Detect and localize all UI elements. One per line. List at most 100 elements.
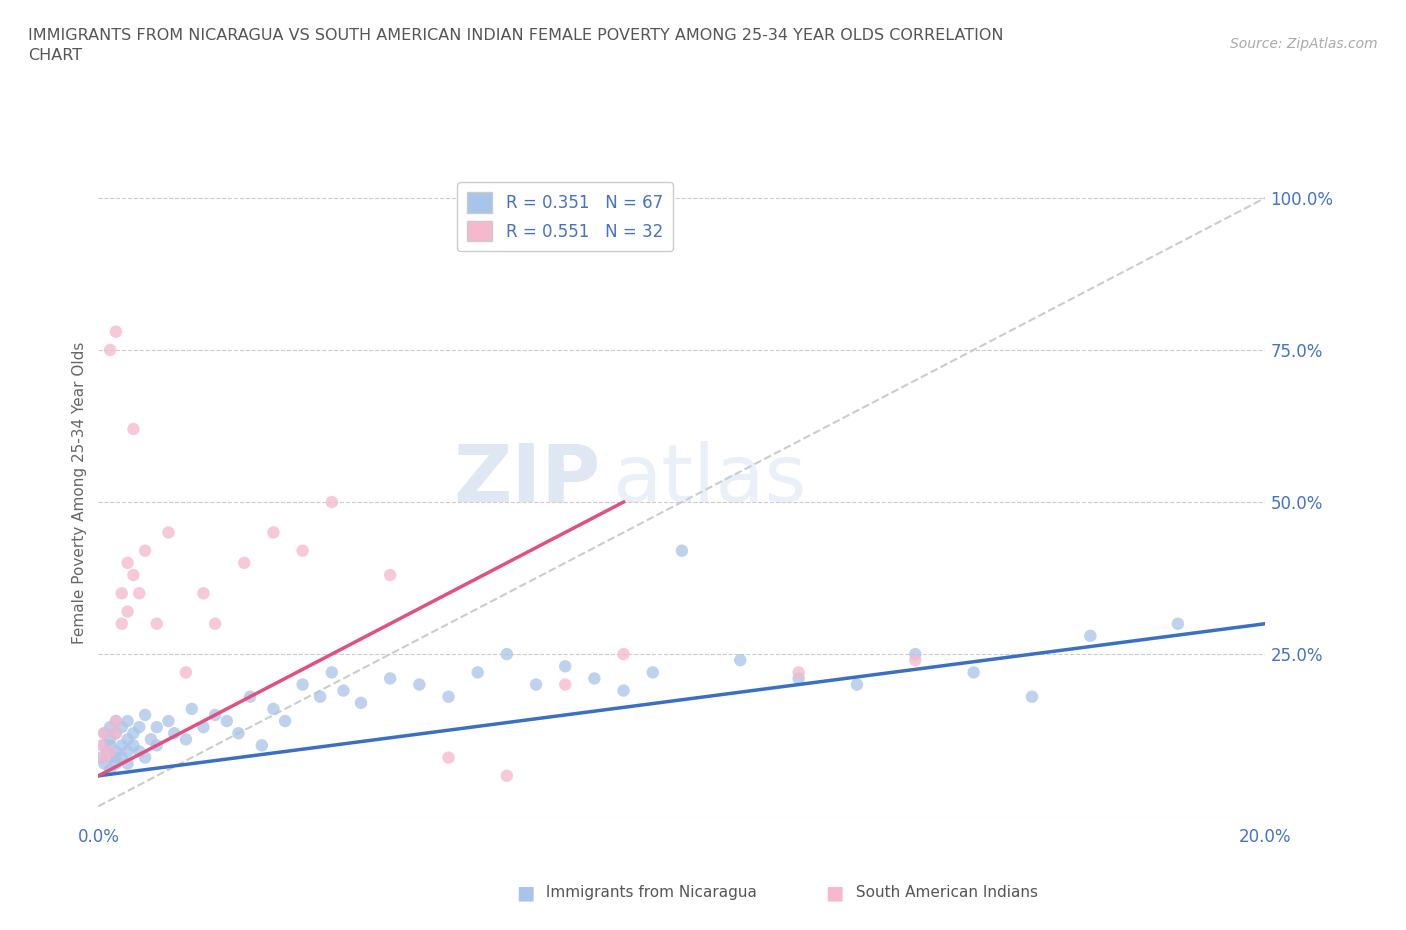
Point <box>193 586 215 601</box>
Text: ■: ■ <box>516 884 534 902</box>
Point <box>117 604 139 619</box>
Point <box>104 725 127 740</box>
Point <box>554 658 576 673</box>
Point <box>117 756 139 771</box>
Point <box>321 665 343 680</box>
Point <box>157 713 180 728</box>
Point <box>111 737 134 752</box>
Text: ■: ■ <box>825 884 844 902</box>
Point <box>93 756 115 771</box>
Y-axis label: Female Poverty Among 25-34 Year Olds: Female Poverty Among 25-34 Year Olds <box>72 341 87 644</box>
Point <box>90 737 112 752</box>
Point <box>496 768 519 783</box>
Point <box>93 751 115 765</box>
Point <box>180 701 202 716</box>
Point <box>98 342 121 357</box>
Point <box>787 671 810 686</box>
Text: ZIP: ZIP <box>453 441 600 519</box>
Point <box>122 567 145 582</box>
Point <box>139 732 162 747</box>
Point <box>380 671 402 686</box>
Point <box>612 646 634 661</box>
Point <box>111 751 134 765</box>
Point <box>554 677 576 692</box>
Point <box>496 646 519 661</box>
Point <box>104 713 127 728</box>
Point <box>128 720 150 735</box>
Point <box>134 751 156 765</box>
Text: IMMIGRANTS FROM NICARAGUA VS SOUTH AMERICAN INDIAN FEMALE POVERTY AMONG 25-34 YE: IMMIGRANTS FROM NICARAGUA VS SOUTH AMERI… <box>28 28 1004 62</box>
Point <box>117 555 139 570</box>
Point <box>174 732 197 747</box>
Point <box>117 732 139 747</box>
Point <box>146 617 169 631</box>
Point <box>93 725 115 740</box>
Point <box>134 708 156 723</box>
Point <box>98 720 121 735</box>
Point <box>104 325 127 339</box>
Point <box>904 653 927 668</box>
Point <box>98 751 121 765</box>
Point <box>467 665 489 680</box>
Point <box>583 671 606 686</box>
Point <box>146 720 169 735</box>
Point <box>1021 689 1043 704</box>
Point <box>98 744 121 759</box>
Point <box>437 751 460 765</box>
Point <box>90 751 112 765</box>
Point <box>332 684 354 698</box>
Point <box>380 567 402 582</box>
Point <box>262 701 284 716</box>
Point <box>104 756 127 771</box>
Point <box>117 744 139 759</box>
Point <box>321 495 343 510</box>
Point <box>122 737 145 752</box>
Point <box>612 684 634 698</box>
Point <box>98 737 121 752</box>
Point <box>122 725 145 740</box>
Point <box>730 653 752 668</box>
Text: South American Indians: South American Indians <box>851 885 1038 900</box>
Point <box>104 713 127 728</box>
Point <box>309 689 332 704</box>
Legend: R = 0.351   N = 67, R = 0.551   N = 32: R = 0.351 N = 67, R = 0.551 N = 32 <box>457 182 673 251</box>
Point <box>111 617 134 631</box>
Point <box>204 708 226 723</box>
Point <box>204 617 226 631</box>
Point <box>1167 617 1189 631</box>
Text: Immigrants from Nicaragua: Immigrants from Nicaragua <box>541 885 758 900</box>
Point <box>233 555 256 570</box>
Point <box>904 646 927 661</box>
Point <box>174 665 197 680</box>
Point <box>437 689 460 704</box>
Point <box>104 751 127 765</box>
Point <box>962 665 984 680</box>
Point <box>104 744 127 759</box>
Point <box>111 720 134 735</box>
Point <box>98 732 121 747</box>
Point <box>274 713 297 728</box>
Text: Source: ZipAtlas.com: Source: ZipAtlas.com <box>1230 37 1378 51</box>
Point <box>524 677 547 692</box>
Point <box>228 725 250 740</box>
Point <box>262 525 284 540</box>
Point <box>163 725 186 740</box>
Point <box>787 665 810 680</box>
Point <box>111 586 134 601</box>
Point <box>146 737 169 752</box>
Point <box>104 725 127 740</box>
Point <box>93 737 115 752</box>
Point <box>1080 629 1102 644</box>
Point <box>98 763 121 777</box>
Point <box>128 744 150 759</box>
Point <box>128 586 150 601</box>
Point <box>846 677 869 692</box>
Point <box>215 713 238 728</box>
Point <box>134 543 156 558</box>
Point <box>93 725 115 740</box>
Point <box>193 720 215 735</box>
Point <box>122 421 145 436</box>
Point <box>641 665 664 680</box>
Point <box>291 543 314 558</box>
Point <box>350 696 373 711</box>
